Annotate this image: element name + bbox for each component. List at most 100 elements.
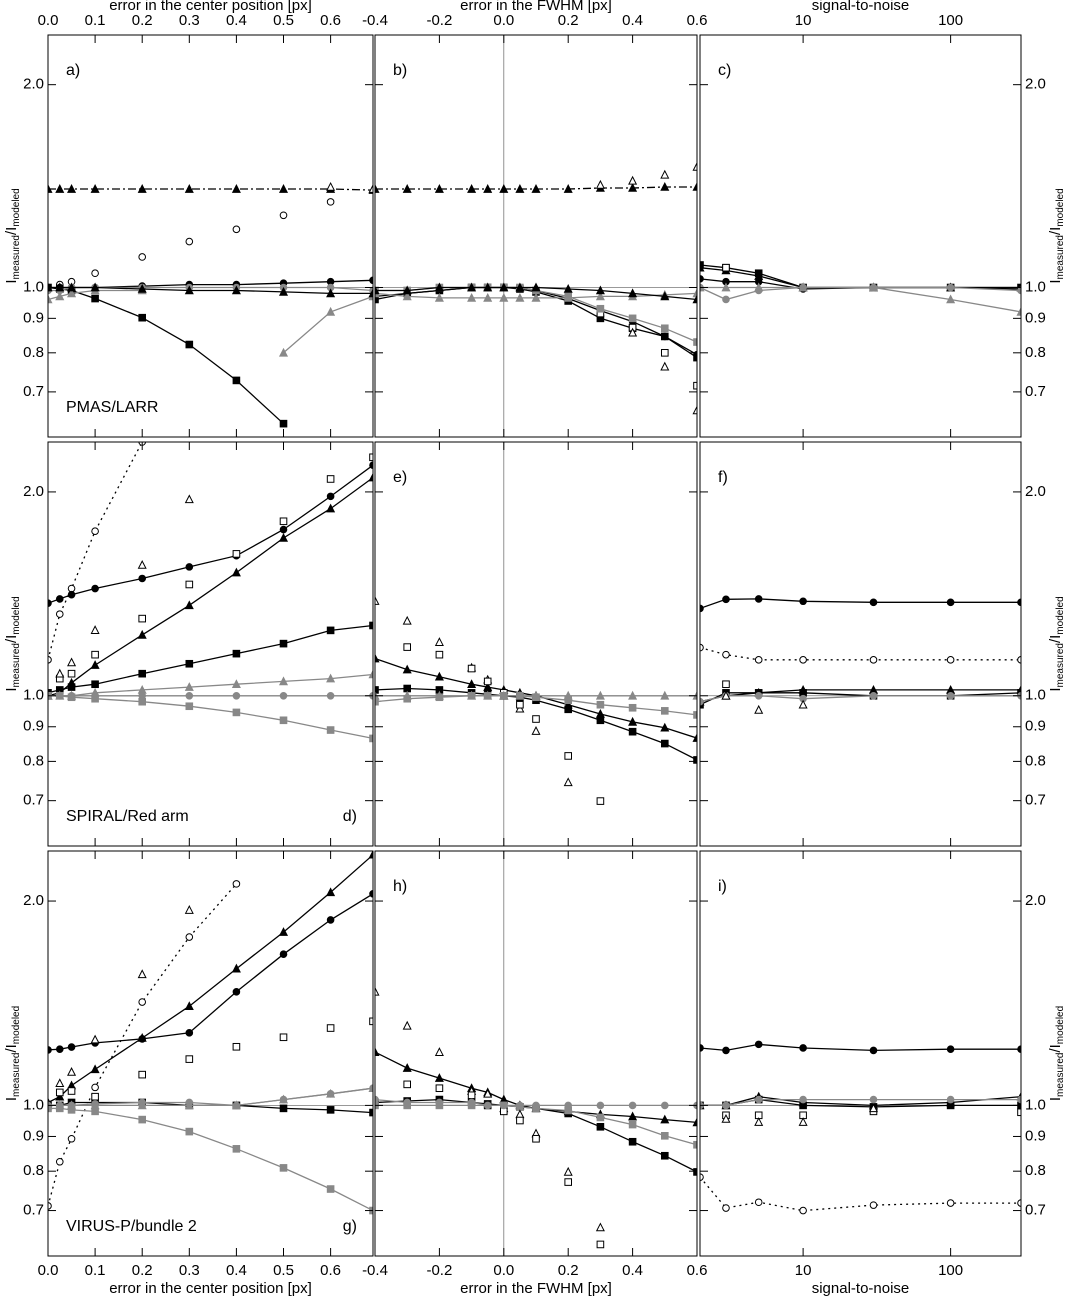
panel-label: c) (718, 62, 731, 79)
marker (184, 682, 194, 691)
y-tick-label: 0.8 (23, 344, 44, 361)
series-line (48, 883, 237, 1207)
marker (375, 653, 380, 663)
x-axis-title: error in the center position [px] (109, 1280, 312, 1297)
series-line (700, 646, 1021, 661)
marker (500, 1101, 508, 1110)
marker (55, 595, 64, 603)
marker (279, 1164, 288, 1172)
marker (661, 1132, 669, 1140)
marker (138, 313, 147, 322)
panel-annotation: PMAS/LARR (66, 399, 158, 416)
marker (402, 1063, 412, 1072)
y-axis-title: Imeasured/Imodeled (3, 188, 22, 283)
marker (55, 1157, 64, 1166)
y-tick-label: 0.7 (23, 1202, 44, 1219)
x-tick-label: 0.2 (132, 1262, 153, 1279)
marker (326, 1024, 335, 1032)
y-tick-label: 1.0 (23, 687, 44, 704)
marker (596, 1113, 605, 1122)
marker (279, 639, 288, 648)
marker (1017, 286, 1021, 295)
marker (326, 288, 336, 298)
marker (868, 1103, 879, 1113)
marker (531, 690, 541, 700)
marker (946, 1045, 955, 1053)
x-tick-label: 100 (938, 12, 963, 29)
y-axis-title: Imeasured/Imodeled (3, 1006, 22, 1101)
y-axis-title: Imeasured/Imodeled (1047, 596, 1066, 691)
x-axis-title: error in the FWHM [px] (460, 1280, 612, 1297)
marker (278, 927, 289, 936)
marker (184, 494, 194, 504)
marker (483, 677, 492, 686)
marker (67, 184, 77, 193)
marker (184, 600, 194, 610)
marker (692, 733, 697, 742)
marker (91, 527, 99, 535)
marker (185, 933, 194, 941)
series-line (48, 442, 143, 660)
y-tick-label: 0.8 (23, 752, 44, 769)
marker (946, 1095, 955, 1104)
panel-annotation: SPIRAL/Red arm (66, 808, 189, 825)
marker (184, 1100, 194, 1110)
marker (231, 679, 241, 689)
y-tick-label: 0.9 (1025, 1127, 1046, 1144)
marker (434, 292, 444, 302)
marker (137, 184, 147, 193)
marker (946, 656, 955, 664)
marker (693, 381, 697, 390)
y-axis-title-sub: modeled (1055, 188, 1066, 226)
marker (279, 716, 288, 725)
marker (467, 184, 477, 193)
panel-label: g) (343, 1218, 357, 1235)
marker (278, 184, 289, 193)
marker (596, 1101, 605, 1110)
marker (137, 969, 147, 979)
series-line (700, 1043, 1021, 1052)
marker (628, 1120, 637, 1129)
x-tick-label: -0.4 (362, 12, 388, 29)
marker (185, 1055, 194, 1063)
marker (279, 1104, 288, 1113)
marker (279, 950, 288, 959)
marker (721, 690, 731, 700)
y-axis-title-part: /I (1047, 1044, 1064, 1052)
marker (67, 288, 77, 298)
marker (515, 282, 525, 292)
y-axis-title-part: I (1047, 1097, 1064, 1101)
marker (660, 722, 670, 732)
x-axis-title: error in the FWHM [px] (460, 0, 612, 14)
marker (483, 1088, 493, 1098)
marker (628, 716, 638, 726)
y-tick-label: 0.7 (23, 792, 44, 809)
x-tick-label: -0.2 (426, 12, 452, 29)
marker (596, 1240, 605, 1249)
y-tick-label: 0.7 (1025, 1202, 1046, 1219)
y-axis-title-sub: measured (1055, 235, 1066, 279)
marker (232, 1145, 241, 1153)
marker (48, 184, 53, 193)
marker (279, 691, 288, 700)
marker (531, 184, 541, 193)
marker (48, 294, 53, 304)
marker (722, 650, 730, 659)
marker (946, 294, 956, 304)
x-tick-label: 0.6 (320, 12, 341, 29)
marker (869, 598, 878, 607)
marker (184, 184, 194, 193)
marker (434, 690, 444, 700)
marker (435, 1098, 444, 1107)
marker (185, 659, 194, 668)
marker (563, 690, 573, 700)
marker (515, 184, 525, 193)
marker (483, 1101, 492, 1110)
marker (693, 1168, 697, 1176)
marker (531, 282, 541, 292)
marker (184, 1001, 194, 1010)
marker (628, 1137, 637, 1146)
marker (138, 253, 147, 261)
marker (326, 673, 336, 683)
